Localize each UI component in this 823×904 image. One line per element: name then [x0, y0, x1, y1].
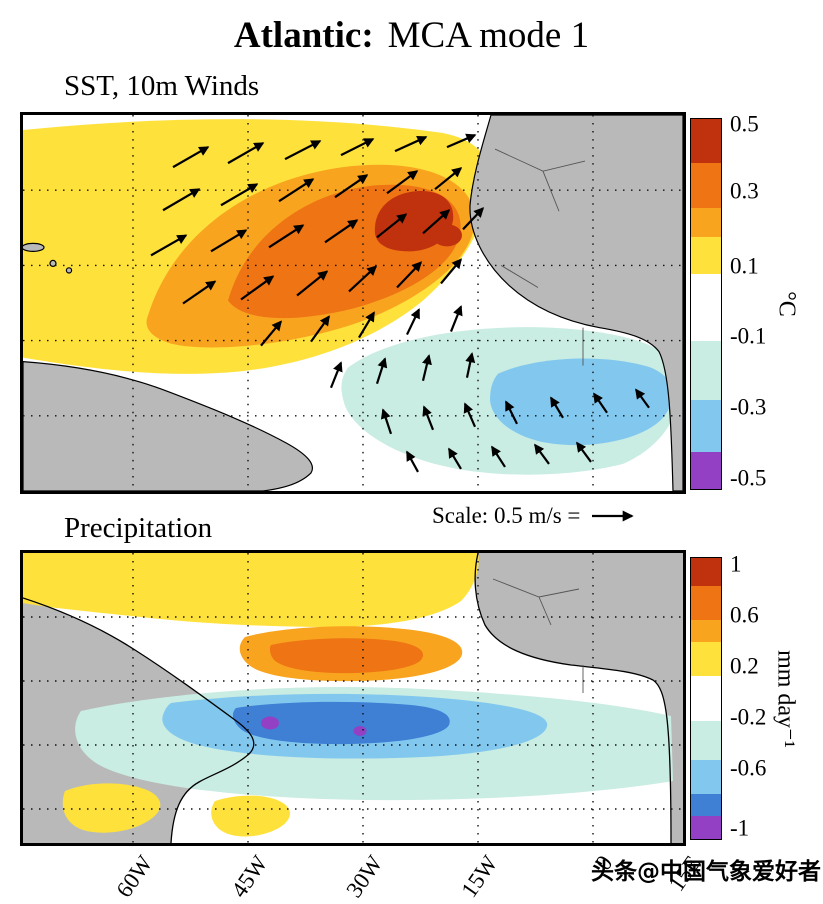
- sst-map-panel: [20, 112, 686, 494]
- sst-map: [23, 115, 683, 491]
- colorbar-tick: -0.3: [730, 394, 767, 420]
- colorbar-segment-lightblue: [691, 760, 721, 794]
- colorbar-tick: -0.1: [730, 323, 767, 349]
- colorbar-segment-lightblue: [691, 400, 721, 452]
- colorbar-tick: 1: [730, 551, 742, 577]
- colorbar-segment-amber: [691, 207, 721, 238]
- precip-map-panel: [20, 550, 686, 846]
- wind-vector-arrows: [150, 133, 650, 473]
- precip-colorbar-unit: mm day⁻¹: [772, 649, 799, 748]
- south-america-landmass: [23, 361, 313, 491]
- colorbar-segment-white: [691, 676, 721, 721]
- country-borders: [494, 148, 586, 366]
- watermark: 头条@中国气象爱好者: [591, 859, 821, 885]
- caribbean-island: [65, 267, 73, 274]
- precip-negative-extreme-core: [261, 716, 279, 730]
- colorbar-segment-yellow: [691, 237, 721, 275]
- sst-colorbar-unit: °C: [773, 291, 800, 317]
- caribbean-island: [23, 242, 45, 252]
- precip-positive-patch: [211, 795, 290, 837]
- x-tick-label-60w: 60W: [111, 851, 158, 902]
- precip-negative-extreme-core: [353, 726, 367, 736]
- colorbar-segment-white: [691, 274, 721, 341]
- colorbar-segment-darkred: [691, 119, 721, 164]
- caribbean-island: [49, 259, 57, 268]
- colorbar-segment-darkred: [691, 558, 721, 587]
- x-tick-label-45w: 45W: [226, 851, 273, 902]
- africa-coastline: [474, 553, 672, 843]
- colorbar-segment-purple: [691, 451, 721, 489]
- colorbar-tick: 0.6: [730, 602, 759, 628]
- figure-title: Atlantic: MCA mode 1: [0, 14, 823, 57]
- land-masses: [23, 115, 683, 491]
- colorbar-segment-amber: [691, 619, 721, 643]
- colorbar-segment-blue: [691, 794, 721, 817]
- colorbar-tick: -0.5: [730, 465, 767, 491]
- sst-panel-label: SST, 10m Winds: [64, 70, 260, 102]
- precip-positive-core: [269, 638, 424, 674]
- precip-anomaly-field: [23, 553, 673, 837]
- sst-colorbar-ticks: 0.5 0.3 0.1 -0.1 -0.3 -0.5: [690, 112, 820, 491]
- precip-colorbar-ticks: 1 0.6 0.2 -0.2 -0.6 -1: [690, 552, 820, 841]
- colorbar-segment-orange: [691, 586, 721, 620]
- country-borders: [492, 578, 584, 693]
- colorbar-segment-purple: [691, 816, 721, 839]
- precip-negative-core-band: [232, 701, 450, 745]
- coastlines: [23, 553, 672, 843]
- colorbar-tick: 0.2: [730, 653, 759, 679]
- sst-positive-core-2: [432, 224, 462, 247]
- precip-panel-label: Precipitation: [64, 512, 213, 544]
- precip-map: [23, 553, 683, 843]
- figure-title-rest: MCA mode 1: [387, 15, 590, 56]
- wind-scale-arrow-icon: [592, 510, 635, 522]
- sst-colorbar-ramp: [690, 118, 722, 490]
- colorbar-segment-orange: [691, 163, 721, 208]
- colorbar-segment-yellow: [691, 642, 721, 676]
- colorbar-tick: 0.1: [730, 253, 759, 279]
- colorbar-tick: 0.3: [730, 178, 759, 204]
- wind-scale-text: Scale: 0.5 m/s =: [432, 503, 581, 528]
- wind-scale-note: Scale: 0.5 m/s =: [432, 503, 642, 529]
- graticule: [23, 553, 683, 843]
- colorbar-segment-palecyan: [691, 720, 721, 761]
- south-america-coastline: [23, 597, 255, 843]
- sst-negative-core: [490, 358, 673, 446]
- figure-title-prefix: Atlantic:: [233, 15, 374, 56]
- x-tick-label-15w: 15W: [456, 851, 503, 902]
- colorbar-tick: -1: [730, 815, 750, 841]
- precip-colorbar: 1 0.6 0.2 -0.2 -0.6 -1 mm day⁻¹: [690, 552, 820, 841]
- colorbar-tick: 0.5: [730, 111, 759, 137]
- x-tick-label-30w: 30W: [341, 851, 388, 902]
- colorbar-segment-palecyan: [691, 340, 721, 401]
- precip-colorbar-ramp: [690, 557, 722, 840]
- precip-positive-band: [23, 553, 479, 627]
- colorbar-tick: -0.6: [730, 755, 767, 781]
- colorbar-tick: -0.2: [730, 704, 767, 730]
- africa-landmass: [475, 553, 683, 843]
- graticule: [23, 115, 683, 491]
- sst-colorbar: 0.5 0.3 0.1 -0.1 -0.3 -0.5 °C: [690, 112, 820, 491]
- africa-landmass: [469, 115, 683, 491]
- precip-positive-patch: [62, 783, 161, 833]
